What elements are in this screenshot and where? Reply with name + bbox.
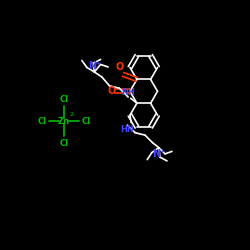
Text: N⁺: N⁺ [88, 61, 101, 71]
Text: Cl: Cl [59, 95, 68, 104]
Text: HN: HN [120, 125, 134, 134]
Text: Cl: Cl [37, 117, 46, 126]
Text: Cl: Cl [81, 117, 90, 126]
Text: Cl: Cl [59, 139, 68, 148]
Text: Zn: Zn [58, 117, 70, 126]
Text: O: O [108, 86, 116, 96]
Text: O: O [116, 62, 124, 72]
Text: 2-: 2- [69, 112, 75, 117]
Text: NH: NH [121, 88, 135, 97]
Text: N⁺: N⁺ [152, 149, 166, 159]
